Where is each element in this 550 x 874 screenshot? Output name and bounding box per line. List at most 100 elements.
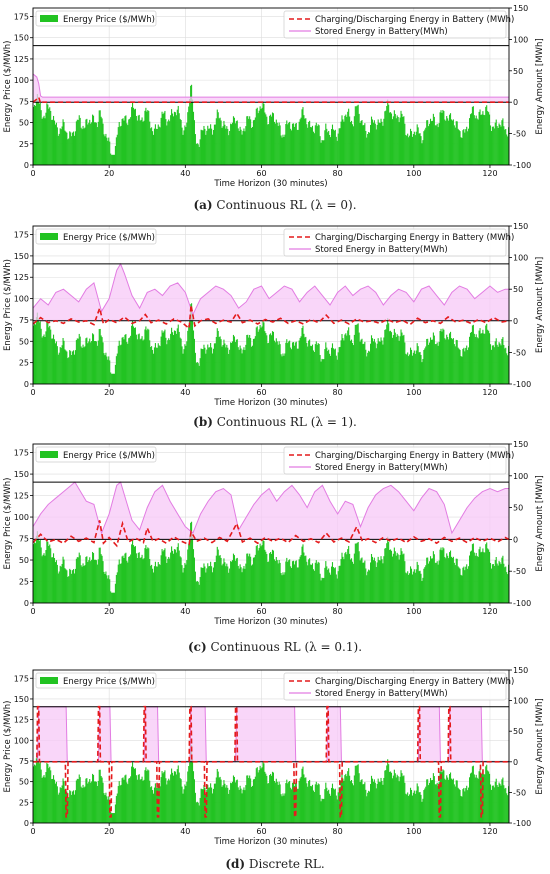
price-bar — [152, 572, 155, 603]
legend-battery: Charging/Discharging Energy in Battery (… — [283, 672, 514, 701]
price-bar — [460, 795, 462, 823]
price-bar — [174, 549, 176, 603]
price-bar — [132, 545, 135, 603]
price-bar — [399, 776, 401, 823]
price-bar — [292, 560, 294, 603]
price-bar — [210, 561, 212, 603]
panel-caption-text: Continuous RL (λ = 0). — [213, 198, 357, 212]
price-bar — [130, 335, 132, 384]
price-bar — [329, 572, 331, 603]
price-bar — [491, 345, 493, 384]
price-bar — [474, 777, 476, 823]
price-bar — [123, 120, 125, 165]
price-bar — [160, 777, 162, 823]
price-bar — [194, 352, 196, 384]
price-bar — [409, 573, 411, 603]
price-bar — [259, 106, 261, 165]
price-bar — [313, 792, 315, 823]
price-bar — [49, 107, 51, 165]
price-bar — [501, 557, 503, 603]
price-bar — [88, 122, 90, 165]
price-bar — [62, 556, 64, 603]
price-bar — [468, 566, 470, 603]
price-bar — [168, 338, 170, 384]
price-bar — [221, 127, 223, 165]
price-bar — [137, 774, 139, 823]
price-bar — [346, 776, 348, 823]
price-bar — [161, 549, 163, 603]
legend-label-price: Energy Price ($/MWh) — [63, 15, 155, 25]
price-bar — [286, 779, 288, 823]
price-bar — [118, 122, 120, 165]
price-bar — [69, 131, 71, 165]
price-bar — [305, 777, 307, 823]
price-bar — [211, 134, 214, 165]
price-bar — [181, 786, 183, 823]
price-bar — [469, 114, 472, 165]
price-bar — [46, 762, 48, 823]
price-bar — [83, 566, 85, 603]
price-bar — [234, 342, 236, 384]
price-bar — [437, 564, 439, 603]
x-tick-label: 120 — [482, 169, 497, 178]
price-bar — [317, 783, 319, 823]
price-bar — [452, 338, 454, 384]
legend-box — [35, 672, 157, 689]
price-bar — [401, 332, 403, 384]
price-bar — [496, 785, 498, 823]
price-bar — [452, 556, 454, 603]
price-bar — [212, 130, 215, 165]
price-bar — [293, 345, 295, 384]
price-bar — [489, 784, 492, 823]
price-bar — [467, 790, 469, 823]
price-bar — [444, 556, 446, 603]
price-bar — [56, 127, 58, 165]
price-bar — [218, 337, 220, 384]
price-bar — [322, 140, 324, 165]
price-bar — [466, 564, 468, 603]
y2-tick-label: -100 — [513, 599, 531, 608]
price-bar — [479, 109, 481, 165]
price-bar — [186, 781, 188, 823]
price-bar — [126, 782, 128, 823]
price-bar — [154, 124, 156, 165]
price-bar — [112, 373, 115, 384]
price-bar — [360, 558, 362, 603]
price-bar — [189, 317, 191, 384]
price-bar — [429, 342, 431, 384]
price-bar — [290, 567, 293, 603]
price-bar — [506, 353, 508, 384]
price-bar — [342, 778, 344, 823]
price-bar — [251, 126, 254, 165]
price-bar — [159, 786, 161, 823]
price-bar — [466, 785, 468, 823]
price-bar — [369, 351, 371, 384]
legend-swatch-price — [40, 677, 58, 684]
price-bar — [475, 334, 477, 384]
price-bar — [51, 557, 53, 603]
price-bar — [216, 328, 218, 384]
price-bar — [390, 332, 393, 384]
y2-tick-label: -50 — [513, 788, 526, 797]
price-bar — [390, 549, 392, 603]
price-bar — [300, 336, 302, 384]
price-bar — [390, 330, 392, 384]
legend-box — [35, 10, 157, 27]
price-bar — [281, 137, 283, 165]
price-bar — [424, 348, 426, 384]
price-bar — [164, 110, 166, 165]
price-bar — [154, 783, 156, 823]
price-bar — [450, 778, 453, 823]
price-bar — [104, 795, 106, 823]
price-bar — [348, 768, 350, 823]
price-bar — [431, 780, 433, 823]
price-bar — [429, 561, 431, 603]
price-bar — [373, 779, 375, 823]
price-bar — [86, 337, 88, 384]
price-bar — [474, 118, 476, 165]
price-bar — [432, 113, 434, 165]
price-bar — [59, 128, 61, 165]
price-bar — [120, 784, 122, 823]
price-bar — [323, 577, 325, 603]
price-bar — [507, 795, 509, 823]
